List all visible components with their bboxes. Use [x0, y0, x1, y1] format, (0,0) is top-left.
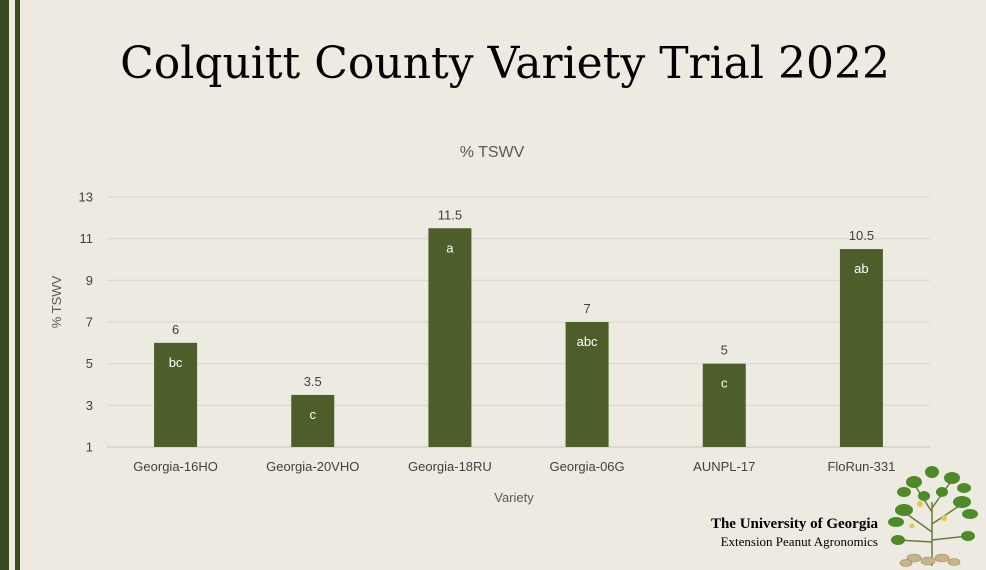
left-accent-bar-inner	[15, 0, 20, 570]
data-label: 5	[721, 343, 728, 358]
department-name: Extension Peanut Agronomics	[720, 534, 878, 549]
slide-title: Colquitt County Variety Trial 2022	[120, 38, 890, 89]
x-tick-label: Georgia-06G	[550, 459, 625, 474]
bar	[839, 249, 883, 447]
y-tick-label: 11	[80, 231, 94, 246]
x-axis-label: Variety	[494, 490, 534, 505]
x-tick-label: Georgia-16HO	[133, 459, 218, 474]
y-tick-label: 3	[86, 398, 93, 413]
x-tick-label: Georgia-20VHO	[266, 459, 359, 474]
significance-letter: c	[310, 407, 317, 422]
y-tick-label: 1	[86, 440, 93, 455]
significance-letter: bc	[169, 355, 183, 370]
x-axis-ticks: Georgia-16HO Georgia-20VHO Georgia-18RU Geo…	[133, 459, 895, 474]
data-label: 10.5	[849, 228, 874, 243]
chart-bars: 6 bc 3.5 c 11.5 a 7 abc 5 c 10.5 ab	[154, 207, 883, 447]
chart-gridlines	[107, 196, 930, 448]
bar	[154, 342, 198, 447]
y-axis-label: % TSWV	[49, 275, 64, 328]
significance-letter: a	[446, 240, 454, 255]
university-name: The University of Georgia	[710, 516, 878, 532]
significance-letter: abc	[577, 334, 598, 349]
data-label: 7	[583, 301, 590, 316]
bar	[702, 363, 746, 447]
y-tick-label: 13	[79, 190, 93, 205]
bar	[565, 322, 609, 447]
data-label: 3.5	[304, 374, 322, 389]
footer-credit: The University of Georgia Extension Pean…	[700, 516, 878, 550]
data-label: 11.5	[438, 207, 462, 222]
x-tick-label: AUNPL-17	[693, 459, 755, 474]
significance-letter: c	[721, 376, 728, 391]
x-tick-label: Georgia-18RU	[408, 459, 492, 474]
x-tick-label: FloRun-331	[827, 459, 895, 474]
peanut-plant-logo	[888, 466, 978, 567]
bar	[291, 394, 335, 447]
bar	[428, 228, 472, 447]
data-label: 6	[172, 322, 179, 337]
significance-letter: ab	[854, 261, 868, 276]
left-accent-bar-outer	[0, 0, 9, 570]
y-tick-label: 5	[86, 356, 93, 371]
chart-title: % TSWV	[460, 144, 525, 161]
y-tick-label: 9	[86, 273, 93, 288]
y-tick-label: 7	[86, 315, 93, 330]
